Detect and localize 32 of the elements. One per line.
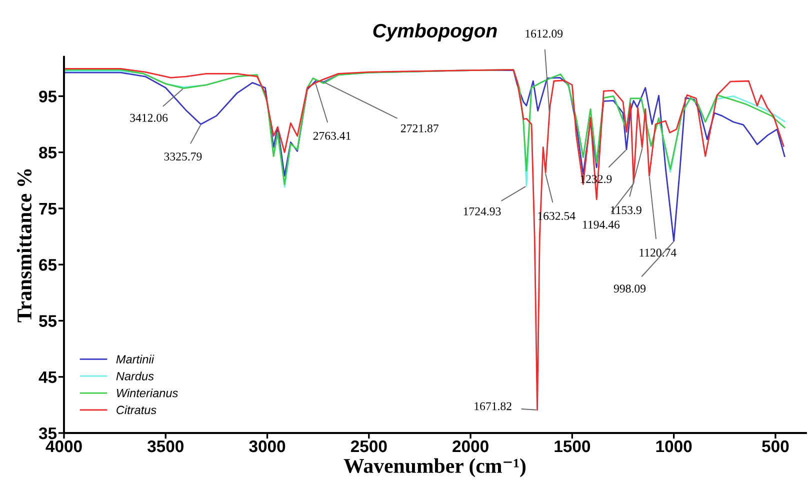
y-tick-label: 65 — [39, 258, 57, 271]
y-tick-label: 45 — [38, 371, 57, 384]
x-tick-label: 1500 — [554, 440, 590, 452]
annotation: 1153.9 — [610, 206, 642, 214]
legend-label: Citratus — [116, 405, 156, 414]
x-tick-label: 1000 — [656, 440, 692, 452]
legend-label: Winterianus — [116, 388, 178, 398]
chart-title: Cymbopogon — [373, 23, 497, 42]
x-tick-label: 3500 — [147, 440, 184, 452]
annotation: 1194.46 — [583, 220, 620, 229]
annotation: 3412.06 — [130, 114, 168, 122]
x-tick-label: 4000 — [46, 440, 82, 452]
legend-label: Martinii — [116, 354, 154, 364]
annotation: 2721.87 — [400, 124, 438, 132]
y-axis-title: Transmittance % — [16, 169, 32, 322]
y-tick-label: 95 — [39, 90, 57, 102]
y-tick-label: 85 — [39, 146, 57, 159]
x-tick-label: 500 — [762, 440, 789, 452]
annotation: 1724.93 — [464, 207, 501, 216]
y-tick-label: 35 — [38, 427, 57, 440]
y-tick-label: 55 — [39, 315, 57, 327]
x-tick-label: 3000 — [249, 440, 286, 452]
annotation: 1671.82 — [474, 402, 512, 410]
annotation: 1612.09 — [526, 30, 563, 38]
x-tick-label: 2500 — [350, 440, 387, 452]
legend-label: Nardus — [116, 372, 154, 380]
x-tick-label: 2000 — [452, 440, 488, 452]
annotation: 3325.79 — [164, 152, 202, 161]
annotation: 998.09 — [614, 284, 646, 293]
x-axis-title: Wavenumber (cm⁻¹) — [344, 458, 526, 478]
annotation: 2763.41 — [313, 132, 350, 140]
y-tick-label: 75 — [39, 203, 57, 215]
